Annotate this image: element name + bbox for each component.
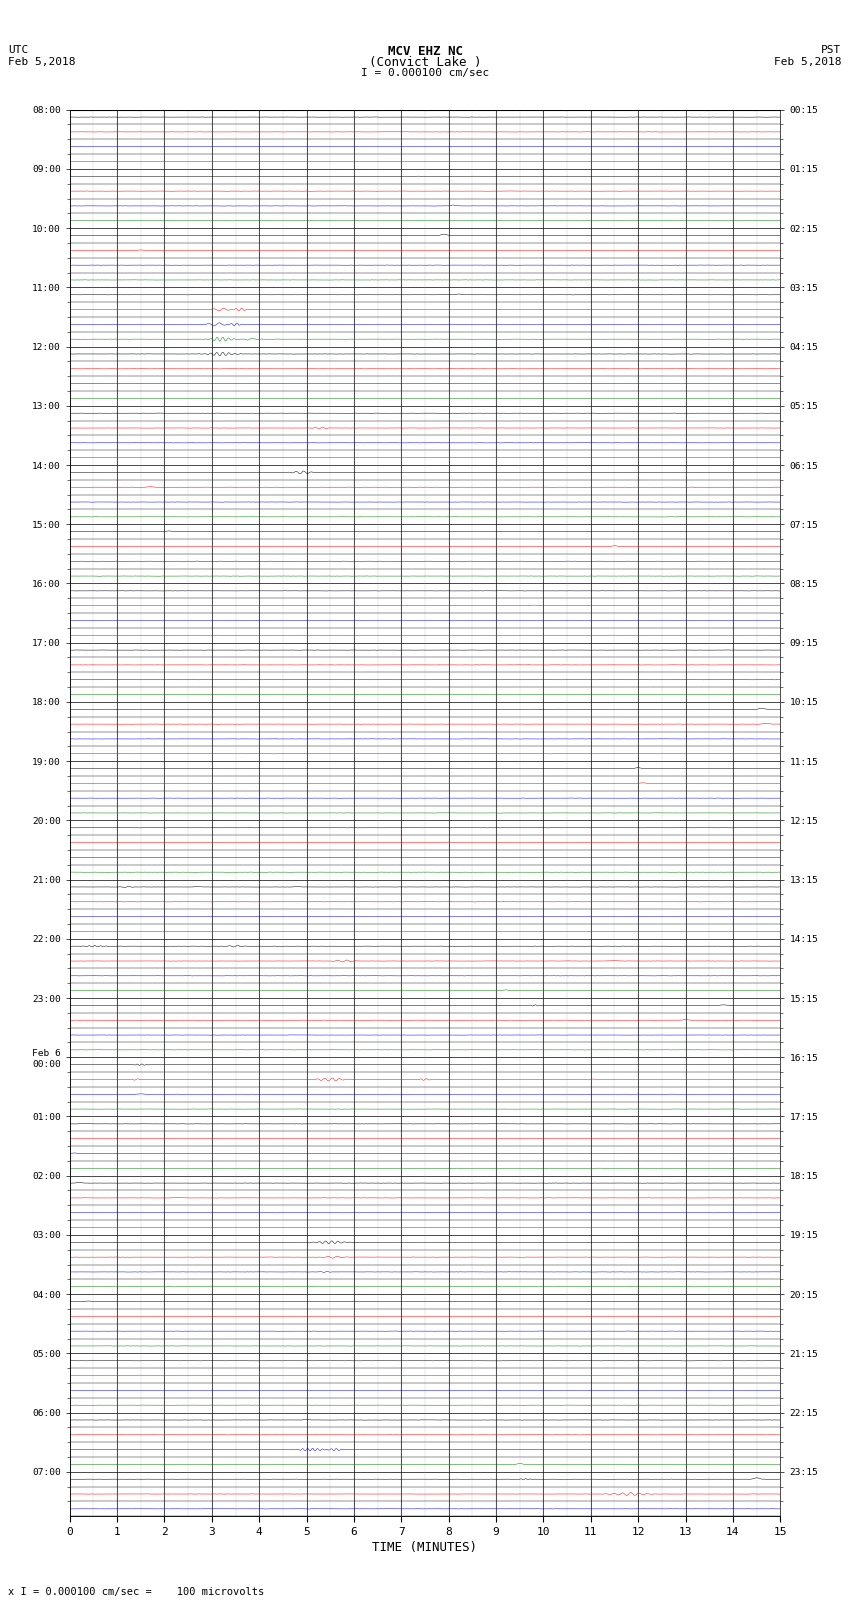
Text: x I = 0.000100 cm/sec =    100 microvolts: x I = 0.000100 cm/sec = 100 microvolts [8,1587,264,1597]
Text: MCV EHZ NC: MCV EHZ NC [388,45,462,58]
X-axis label: TIME (MINUTES): TIME (MINUTES) [372,1540,478,1553]
Text: UTC
Feb 5,2018: UTC Feb 5,2018 [8,45,76,66]
Text: (Convict Lake ): (Convict Lake ) [369,56,481,69]
Text: I = 0.000100 cm/sec: I = 0.000100 cm/sec [361,68,489,77]
Text: PST
Feb 5,2018: PST Feb 5,2018 [774,45,842,66]
